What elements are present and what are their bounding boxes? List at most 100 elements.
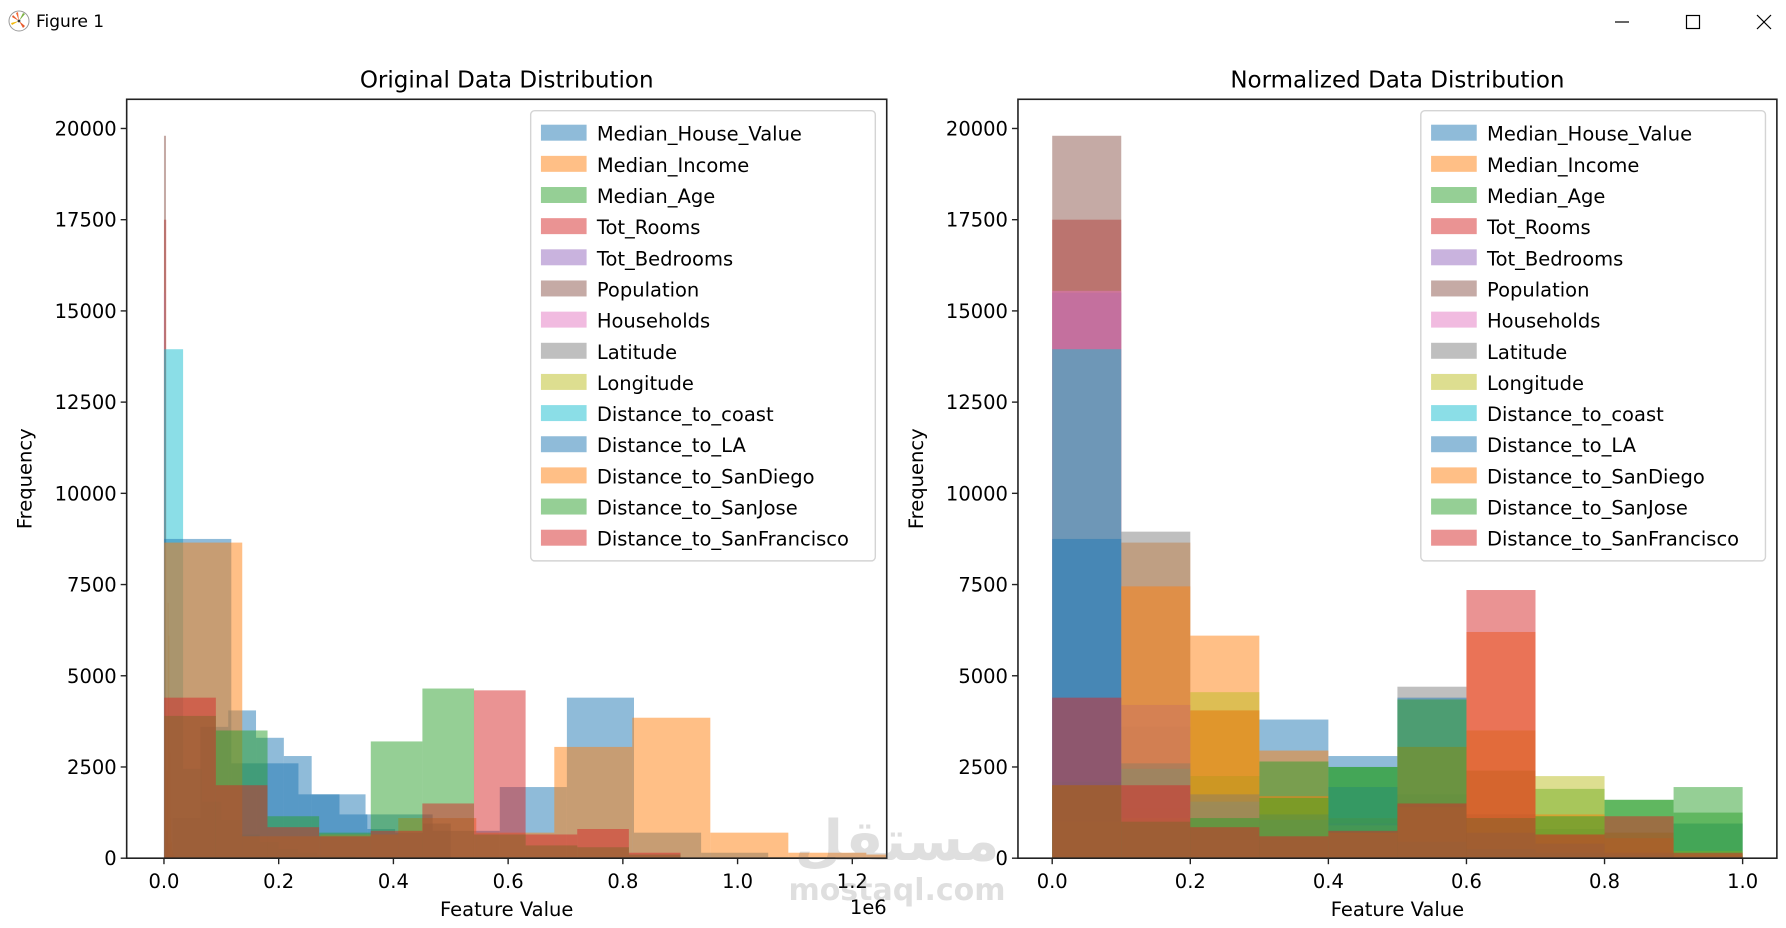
x-axis-label: Feature Value bbox=[1331, 898, 1464, 921]
legend-label: Distance_to_coast bbox=[597, 403, 774, 426]
legend-swatch bbox=[540, 155, 587, 172]
y-tick-label: 12500 bbox=[946, 391, 1008, 414]
histogram-bar bbox=[1673, 852, 1743, 859]
window-title: Figure 1 bbox=[36, 12, 105, 32]
histogram-bar bbox=[1121, 785, 1191, 859]
legend-label: Distance_to_SanJose bbox=[597, 497, 798, 520]
legend-label: Latitude bbox=[1487, 341, 1567, 364]
x-tick-label: 0.0 bbox=[1037, 870, 1068, 893]
legend-item: Distance_to_coast bbox=[1431, 403, 1664, 426]
legend-item: Distance_to_SanJose bbox=[1431, 497, 1688, 520]
histogram-bar bbox=[422, 803, 474, 859]
legend-swatch bbox=[540, 405, 587, 422]
legend-item: Distance_to_SanDiego bbox=[1431, 465, 1705, 488]
legend-item: Tot_Bedrooms bbox=[540, 247, 733, 270]
y-tick-label: 20000 bbox=[55, 117, 117, 140]
x-tick-label: 0.4 bbox=[378, 870, 409, 893]
legend-label: Median_House_Value bbox=[597, 123, 802, 146]
legend-swatch bbox=[1431, 124, 1477, 141]
legend-item: Median_House_Value bbox=[540, 123, 802, 146]
y-tick-label: 5000 bbox=[958, 665, 1008, 688]
legend-item: Distance_to_SanDiego bbox=[540, 465, 815, 488]
axes-frame bbox=[125, 98, 888, 859]
maximize-icon bbox=[1685, 14, 1701, 30]
legend-swatch bbox=[540, 249, 587, 266]
y-tick-label: 17500 bbox=[55, 209, 117, 232]
x-tick-label: 0.8 bbox=[1589, 870, 1620, 893]
histogram-bar bbox=[473, 690, 526, 859]
legend-label: Households bbox=[597, 310, 710, 333]
legend-label: Distance_to_coast bbox=[1487, 403, 1664, 426]
legend-swatch bbox=[540, 373, 587, 390]
legend-swatch bbox=[540, 529, 587, 546]
histogram-bar bbox=[866, 854, 887, 859]
histogram-bar bbox=[632, 717, 711, 859]
legend-swatch bbox=[1431, 311, 1477, 328]
legend-swatch bbox=[540, 467, 587, 484]
legend-item: Median_Age bbox=[1431, 185, 1605, 208]
histogram-bar bbox=[370, 830, 423, 859]
legend-swatch bbox=[540, 436, 587, 453]
legend-swatch bbox=[1431, 498, 1477, 515]
series-distance-to-sanfrancisco bbox=[1052, 590, 1743, 859]
legend-label: Distance_to_SanDiego bbox=[1487, 465, 1705, 488]
legend-swatch bbox=[1431, 373, 1477, 390]
histogram-bar bbox=[710, 832, 789, 859]
chart-title: Normalized Data Distribution bbox=[1230, 67, 1564, 93]
histogram-bars bbox=[1052, 135, 1743, 859]
legend-label: Latitude bbox=[597, 341, 677, 364]
legend: Median_House_Value Median_Income Median_Ag… bbox=[529, 109, 877, 562]
y-tick-label: 15000 bbox=[55, 300, 117, 323]
maximize-button[interactable] bbox=[1663, 0, 1723, 44]
close-icon bbox=[1756, 14, 1772, 30]
series-distance-to-sanfrancisco bbox=[164, 690, 681, 859]
legend-label: Tot_Rooms bbox=[596, 216, 701, 239]
legend-box bbox=[529, 109, 877, 562]
x-axis-label: Feature Value bbox=[440, 898, 573, 921]
legend-label: Distance_to_SanFrancisco bbox=[1487, 528, 1739, 551]
histogram-bar bbox=[628, 852, 681, 859]
histogram-bar bbox=[1535, 834, 1605, 859]
legend-item: Median_House_Value bbox=[1431, 123, 1692, 146]
legend-swatch bbox=[540, 311, 587, 328]
legend-swatch bbox=[1431, 280, 1477, 297]
minimize-button[interactable] bbox=[1592, 0, 1652, 44]
histogram-bar bbox=[215, 785, 268, 859]
legend-item: Population bbox=[540, 278, 699, 301]
legend-item: Distance_to_SanFrancisco bbox=[540, 528, 849, 551]
histogram-bar bbox=[319, 836, 371, 859]
legend-label: Tot_Bedrooms bbox=[596, 247, 733, 270]
legend-swatch bbox=[1431, 529, 1477, 546]
y-axis-label: Frequency bbox=[905, 428, 928, 529]
legend-item: Longitude bbox=[540, 372, 694, 395]
x-tick-label: 0.6 bbox=[1451, 870, 1482, 893]
legend-label: Distance_to_SanFrancisco bbox=[597, 528, 849, 551]
legend-swatch bbox=[1431, 342, 1477, 359]
histogram-bar bbox=[1259, 836, 1329, 859]
legend-item: Latitude bbox=[540, 341, 677, 364]
legend-label: Median_Age bbox=[597, 185, 715, 208]
legend-label: Median_Income bbox=[1487, 154, 1639, 177]
y-tick-label: 2500 bbox=[67, 756, 117, 779]
y-tick-label: 7500 bbox=[958, 574, 1008, 597]
histogram-bar bbox=[1466, 590, 1536, 859]
histogram-bar bbox=[1052, 697, 1122, 859]
legend-label: Population bbox=[597, 278, 699, 301]
minimize-icon bbox=[1615, 21, 1629, 23]
legend-item: Households bbox=[540, 310, 710, 333]
legend-box bbox=[1420, 109, 1767, 562]
legend-swatch bbox=[1431, 187, 1477, 203]
legend-label: Tot_Rooms bbox=[1486, 216, 1591, 239]
histogram-bar bbox=[1673, 812, 1743, 859]
x-offset-label: 1e6 bbox=[850, 896, 887, 919]
legend-swatch bbox=[1431, 436, 1477, 453]
legend-item: Population bbox=[1431, 278, 1589, 301]
legend-item: Distance_to_LA bbox=[540, 434, 747, 457]
legend-label: Households bbox=[1487, 310, 1600, 333]
y-tick-label: 20000 bbox=[946, 117, 1008, 140]
legend-label: Tot_Bedrooms bbox=[1486, 247, 1623, 270]
legend-swatch bbox=[540, 124, 587, 141]
close-button[interactable] bbox=[1734, 0, 1786, 44]
legend-item: Median_Age bbox=[540, 185, 715, 208]
legend-swatch bbox=[540, 187, 587, 203]
